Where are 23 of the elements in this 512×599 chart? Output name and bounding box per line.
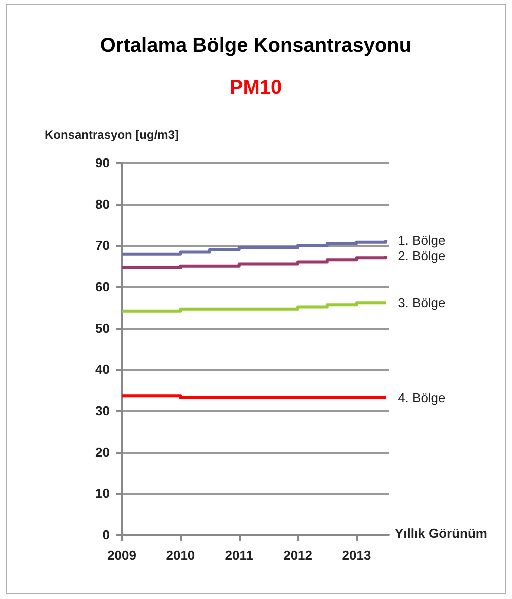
series-label: 1. Bölge (398, 232, 446, 248)
y-tick-label: 50 (96, 320, 110, 336)
y-tick-label: 60 (96, 280, 110, 294)
x-tick-label: 2012 (284, 548, 313, 563)
y-tick-label: 30 (96, 404, 110, 418)
y-axis-title: Konsantrasyon [ug/m3] (44, 128, 180, 142)
x-tick-label: 2010 (166, 548, 196, 563)
series-label: 3. Bölge (398, 296, 446, 311)
y-tick-label: 0 (102, 528, 110, 542)
x-tick-label: 2009 (108, 548, 136, 563)
y-tick-label: 40 (96, 362, 110, 378)
y-tick-label: 90 (96, 156, 110, 170)
chart-subtitle: PM10 (230, 77, 282, 99)
chart-title: Ortalama Bölge Konsantrasyonu (100, 35, 412, 57)
y-tick-label: 10 (96, 486, 110, 502)
series-label: 2. Bölge (398, 248, 446, 264)
y-tick-label: 80 (96, 196, 110, 212)
x-tick-label: 2011 (225, 548, 254, 563)
y-tick-label: 20 (96, 444, 110, 460)
x-axis-title: Yıllık Görünüm (395, 526, 488, 541)
y-tick-label: 70 (96, 238, 110, 254)
series-label: 4. Bölge (398, 390, 446, 406)
x-tick-label: 2013 (342, 548, 372, 563)
